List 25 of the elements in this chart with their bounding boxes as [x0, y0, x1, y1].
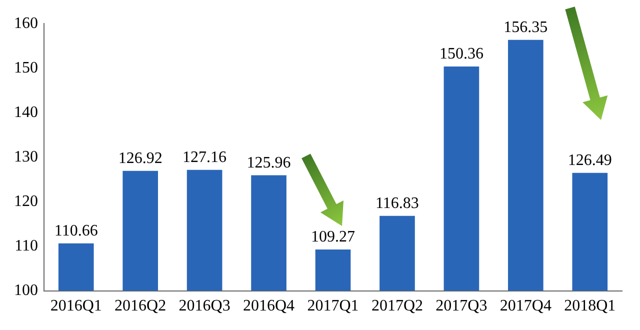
y-tick-label: 130: [14, 148, 38, 166]
x-tick-label: 2018Q1: [564, 298, 616, 315]
data-label: 126.49: [568, 152, 612, 170]
x-tick-label: 2017Q2: [371, 298, 424, 315]
data-label: 110.66: [54, 222, 98, 240]
data-label: 127.16: [182, 149, 227, 166]
y-tick-label: 150: [14, 59, 38, 76]
data-label: 125.96: [246, 154, 291, 172]
data-label: 150.36: [439, 46, 484, 63]
y-tick-label: 140: [14, 104, 38, 121]
x-tick-label: 2017Q1: [307, 298, 359, 315]
data-label: 109.27: [311, 228, 355, 246]
x-tick-label: 2016Q1: [50, 298, 102, 315]
data-label: 116.83: [376, 195, 419, 212]
y-tick-label: 160: [14, 14, 38, 32]
x-tick-label: 2016Q3: [178, 298, 230, 315]
y-tick-label: 120: [14, 192, 38, 210]
x-tick-label: 2017Q4: [500, 298, 552, 315]
x-tick-label: 2016Q4: [242, 298, 295, 315]
data-label: 156.35: [504, 19, 548, 36]
y-tick-label: 100: [14, 282, 38, 300]
y-tick-label: 110: [14, 237, 38, 254]
x-tick-label: 2016Q2: [114, 298, 166, 315]
data-label: 126.92: [118, 150, 162, 168]
x-tick-label: 2017Q3: [436, 298, 488, 315]
